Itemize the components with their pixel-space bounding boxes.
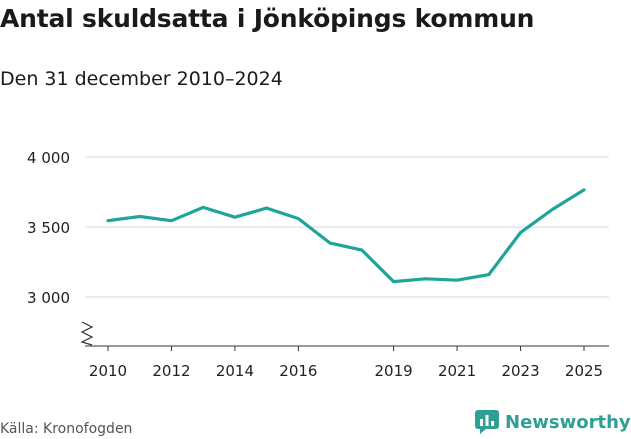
brand-name: Newsworthy [505, 411, 631, 433]
y-tick-label: 3 000 [27, 289, 70, 307]
x-tick-label: 2025 [565, 362, 603, 380]
newsworthy-icon [475, 410, 499, 434]
source-label: Källa: Kronofogden [0, 421, 133, 437]
x-tick-label: 2021 [438, 362, 476, 380]
y-tick-label: 3 500 [27, 219, 70, 237]
x-tick-label: 2023 [501, 362, 539, 380]
x-tick-label: 2019 [375, 362, 413, 380]
axis-break-icon [80, 321, 94, 346]
x-tick-label: 2010 [89, 362, 127, 380]
y-tick-label: 4 000 [27, 149, 70, 167]
series-line-0 [106, 188, 586, 284]
x-tick-label: 2012 [152, 362, 190, 380]
chart-title: Antal skuldsatta i Jönköpings kommun [0, 4, 535, 33]
chart-subtitle: Den 31 december 2010–2024 [0, 68, 283, 90]
x-tick-label: 2016 [279, 362, 317, 380]
x-tick-label: 2014 [216, 362, 254, 380]
brand-logo: Newsworthy [475, 410, 631, 434]
